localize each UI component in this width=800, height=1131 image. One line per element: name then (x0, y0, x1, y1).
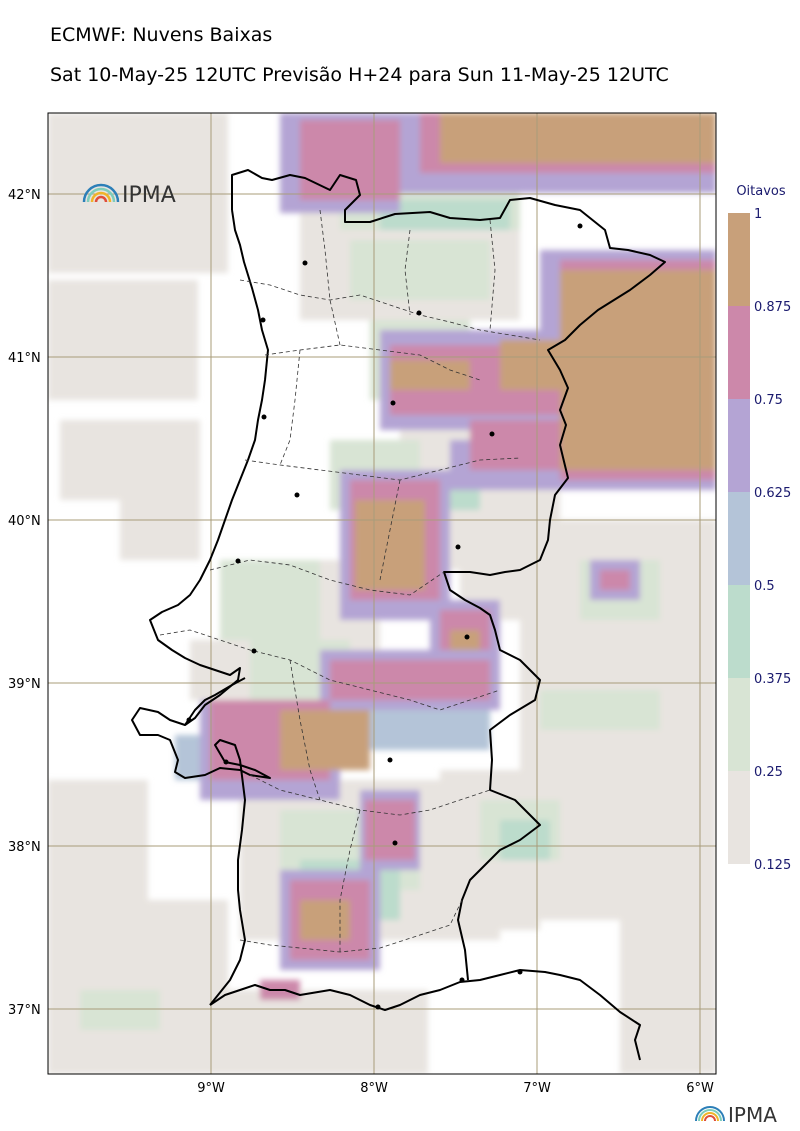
colorbar-tick-label: 1 (754, 207, 762, 222)
colorbar-tick-label: 0.625 (754, 486, 791, 501)
cloud-cover-field (48, 113, 716, 1074)
colorbar-segment (728, 585, 750, 678)
lat-label: 39°N (8, 677, 41, 692)
colorbar-tick-label: 0.5 (754, 579, 775, 594)
lon-label: 7°W (523, 1081, 551, 1096)
colorbar-tick-label: 0.875 (754, 300, 791, 315)
colorbar-segment (728, 678, 750, 771)
longitude-labels: 9°W 8°W 7°W 6°W (197, 1081, 714, 1096)
logo-text: IPMA (122, 183, 176, 208)
lon-label: 8°W (360, 1081, 388, 1096)
colorbar-segment (728, 306, 750, 399)
lon-label: 9°W (197, 1081, 225, 1096)
colorbar-tick-label: 0.75 (754, 393, 783, 408)
lat-label: 41°N (8, 351, 41, 366)
map-subtitle: Sat 10-May-25 12UTC Previsão H+24 para S… (50, 64, 669, 86)
colorbar-segment (728, 213, 750, 306)
latitude-labels: 42°N 41°N 40°N 39°N 38°N 37°N (8, 188, 41, 1018)
ipma-logo-map: IPMA (82, 183, 176, 208)
colorbar-tick-label: 0.25 (754, 765, 783, 780)
colorbar-tick-label: 0.125 (754, 858, 791, 873)
lon-label: 6°W (686, 1081, 714, 1096)
colorbar: Oitavos 1 0.875 0.75 0.625 0.5 0.375 0.25 0.125 (728, 184, 791, 873)
colorbar-title: Oitavos (736, 184, 786, 199)
lat-label: 37°N (8, 1003, 41, 1018)
coastline (131, 169, 666, 1061)
lat-label: 40°N (8, 514, 41, 529)
lat-label: 38°N (8, 840, 41, 855)
colorbar-segment (728, 399, 750, 492)
colorbar-segment (728, 492, 750, 585)
ipma-rainbow-icon (695, 1106, 725, 1122)
colorbar-tick-label: 0.375 (754, 672, 791, 687)
map-title: ECMWF: Nuvens Baixas (50, 24, 273, 46)
logo-text: IPMA (728, 1103, 777, 1127)
city-markers (186, 223, 583, 1010)
map-frame (47, 112, 717, 1075)
lat-label: 42°N (8, 188, 41, 203)
colorbar-segment (728, 771, 750, 864)
ipma-rainbow-icon (82, 183, 120, 203)
district-borders (159, 209, 541, 953)
ipma-logo-footer: IPMA (695, 1103, 777, 1127)
